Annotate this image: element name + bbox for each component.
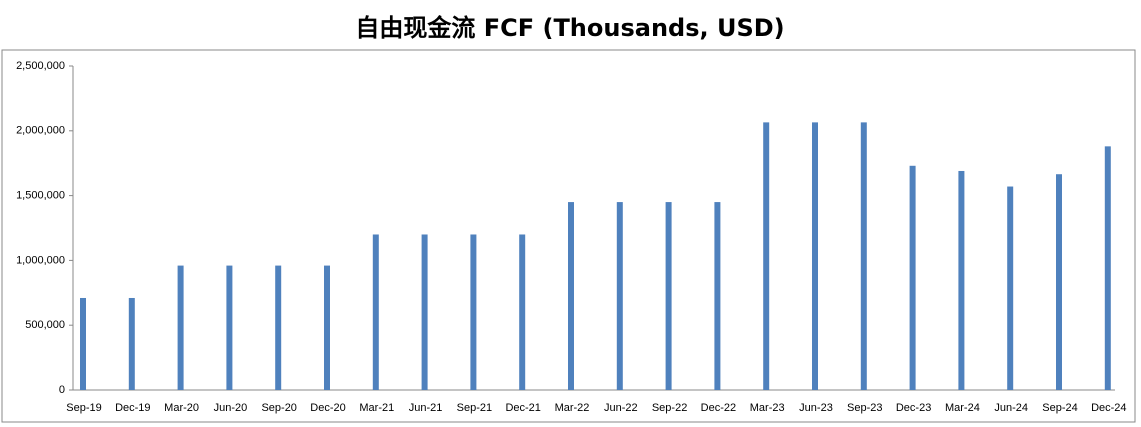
- x-tick-label: Dec-22: [701, 402, 736, 414]
- x-tick-label: Sep-19: [66, 402, 101, 414]
- x-tick-label: Mar-22: [555, 402, 590, 414]
- bar: [226, 265, 233, 390]
- x-tick-label: Jun-24: [994, 402, 1028, 414]
- x-tick-label: Mar-23: [750, 402, 785, 414]
- x-tick-label: Dec-23: [896, 402, 931, 414]
- bar: [1104, 146, 1111, 390]
- y-tick-label: 1,000,000: [16, 254, 65, 266]
- bar: [909, 165, 916, 390]
- bar: [177, 265, 184, 390]
- y-tick-label: 500,000: [25, 319, 65, 331]
- bar: [568, 202, 574, 390]
- bar: [714, 202, 721, 390]
- bar: [763, 122, 770, 390]
- bar: [80, 297, 86, 390]
- y-tick-label: 1,500,000: [16, 190, 65, 202]
- bar: [372, 234, 379, 390]
- bar: [616, 202, 623, 390]
- x-tick-label: Dec-19: [115, 402, 150, 414]
- x-tick-label: Mar-24: [945, 402, 980, 414]
- bar: [324, 265, 330, 390]
- bar: [275, 265, 282, 390]
- x-tick-label: Sep-21: [457, 402, 492, 414]
- x-tick-label: Dec-21: [505, 402, 540, 414]
- bar: [470, 234, 477, 390]
- bar: [519, 234, 526, 390]
- chart-title: 自由现金流 FCF (Thousands, USD): [355, 14, 784, 42]
- bar: [1056, 174, 1062, 390]
- y-tick-label: 2,000,000: [16, 125, 65, 137]
- x-tick-label: Sep-23: [847, 402, 882, 414]
- x-tick-label: Jun-23: [799, 402, 833, 414]
- x-tick-label: Sep-22: [652, 402, 687, 414]
- x-tick-label: Jun-21: [409, 402, 443, 414]
- bar: [860, 122, 867, 390]
- bar: [665, 202, 672, 390]
- bar: [812, 122, 818, 390]
- bar: [958, 170, 965, 390]
- x-tick-label: Jun-20: [214, 402, 248, 414]
- x-tick-label: Jun-22: [604, 402, 638, 414]
- x-tick-label: Sep-24: [1042, 402, 1077, 414]
- plot-frame: [1, 49, 1136, 423]
- y-tick-label: 0: [59, 384, 65, 396]
- bar: [1007, 186, 1014, 390]
- x-tick-label: Mar-21: [359, 402, 394, 414]
- x-tick-label: Dec-20: [310, 402, 345, 414]
- bar: [128, 297, 135, 390]
- bar: [421, 234, 428, 390]
- x-tick-label: Mar-20: [164, 402, 199, 414]
- x-tick-label: Dec-24: [1091, 402, 1126, 414]
- x-tick-label: Sep-20: [261, 402, 296, 414]
- y-tick-label: 2,500,000: [16, 60, 65, 72]
